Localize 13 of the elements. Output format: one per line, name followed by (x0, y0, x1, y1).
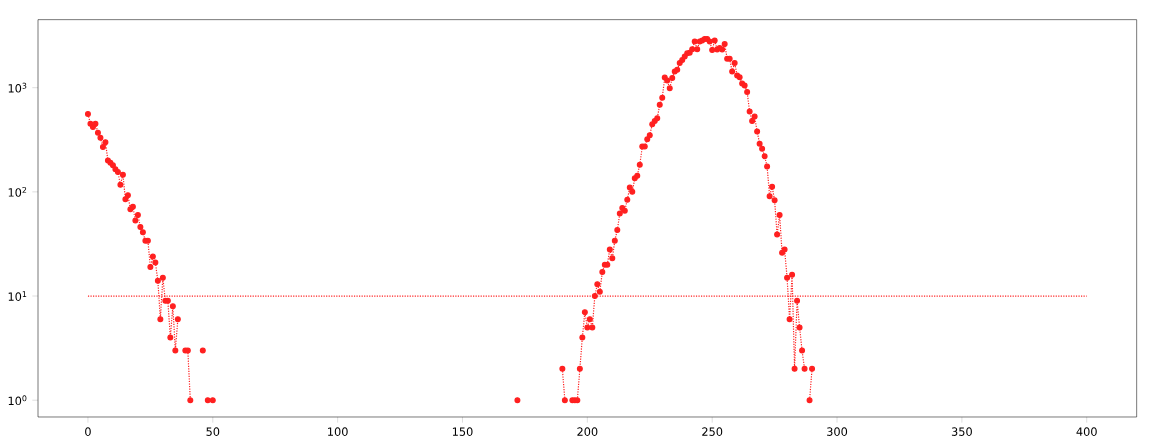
y-tick-label: 10$^{3}$ (8, 82, 27, 93)
y-tick-label: 10$^{0}$ (8, 395, 27, 406)
x-tick-label: 350 (951, 427, 972, 436)
x-tick-label: 150 (452, 427, 473, 436)
y-tick-label: 10$^{1}$ (8, 291, 27, 301)
x-tick-label: 250 (702, 427, 723, 436)
x-tick-label: 0 (85, 427, 91, 436)
x-tick-label: 300 (827, 427, 848, 436)
x-tick-label: 400 (1076, 427, 1097, 436)
x-tick-label: 50 (206, 427, 220, 436)
y-tick-label: 10$^{2}$ (8, 186, 27, 197)
x-tick-label: 200 (577, 427, 598, 436)
x-tick-label: 100 (328, 427, 348, 436)
